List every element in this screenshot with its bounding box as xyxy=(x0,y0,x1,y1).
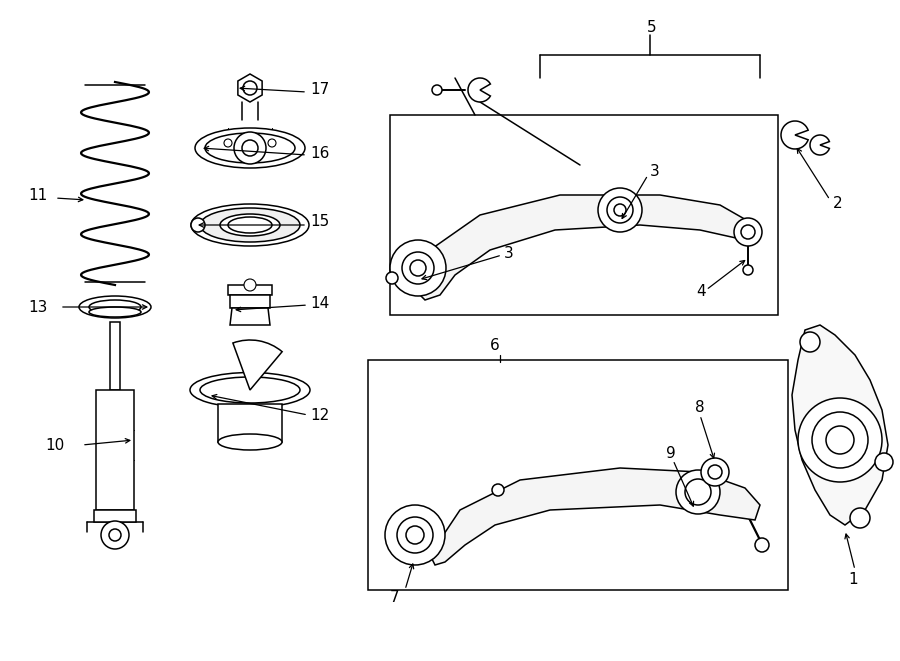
Ellipse shape xyxy=(89,300,141,314)
Text: 6: 6 xyxy=(490,338,500,352)
Circle shape xyxy=(875,453,893,471)
Text: 8: 8 xyxy=(695,401,705,416)
Bar xyxy=(368,360,788,590)
Circle shape xyxy=(798,398,882,482)
Text: 9: 9 xyxy=(666,446,676,461)
Text: 17: 17 xyxy=(310,83,329,98)
Wedge shape xyxy=(781,121,808,149)
Circle shape xyxy=(386,272,398,284)
Circle shape xyxy=(109,529,121,541)
Text: 13: 13 xyxy=(28,299,48,315)
Bar xyxy=(110,322,120,390)
Circle shape xyxy=(598,188,642,232)
Ellipse shape xyxy=(89,307,141,317)
Text: 12: 12 xyxy=(310,407,329,422)
Text: 1: 1 xyxy=(848,572,858,588)
Text: 15: 15 xyxy=(310,215,329,229)
Wedge shape xyxy=(468,78,490,102)
Circle shape xyxy=(243,81,257,95)
Wedge shape xyxy=(810,135,830,155)
Circle shape xyxy=(402,252,434,284)
Polygon shape xyxy=(410,195,755,300)
Circle shape xyxy=(244,279,256,291)
Circle shape xyxy=(850,508,870,528)
Ellipse shape xyxy=(195,128,305,168)
Polygon shape xyxy=(238,74,262,102)
Ellipse shape xyxy=(200,377,300,403)
Bar xyxy=(390,115,778,315)
Text: 2: 2 xyxy=(833,196,842,210)
Text: 3: 3 xyxy=(504,245,514,260)
Ellipse shape xyxy=(191,218,205,232)
Circle shape xyxy=(410,260,426,276)
Circle shape xyxy=(268,139,276,147)
Text: 5: 5 xyxy=(647,20,657,34)
Ellipse shape xyxy=(220,214,280,236)
Ellipse shape xyxy=(228,217,272,233)
Bar xyxy=(96,390,134,510)
Ellipse shape xyxy=(190,373,310,407)
Circle shape xyxy=(234,132,266,164)
Polygon shape xyxy=(228,285,272,295)
Circle shape xyxy=(685,479,711,505)
Circle shape xyxy=(812,412,868,468)
Polygon shape xyxy=(230,308,270,325)
Circle shape xyxy=(800,332,820,352)
Circle shape xyxy=(432,85,442,95)
Circle shape xyxy=(101,521,129,549)
Circle shape xyxy=(607,197,633,223)
Circle shape xyxy=(492,484,504,496)
Circle shape xyxy=(224,139,232,147)
Text: 10: 10 xyxy=(45,438,64,453)
Circle shape xyxy=(390,240,446,296)
Circle shape xyxy=(734,218,762,246)
Text: 7: 7 xyxy=(390,590,400,605)
Polygon shape xyxy=(230,295,270,308)
Ellipse shape xyxy=(191,204,309,246)
Circle shape xyxy=(385,505,445,565)
Ellipse shape xyxy=(218,434,282,450)
Wedge shape xyxy=(233,340,282,390)
Bar xyxy=(218,404,282,442)
Circle shape xyxy=(826,426,854,454)
Text: 4: 4 xyxy=(696,284,706,299)
Circle shape xyxy=(701,458,729,486)
Text: 3: 3 xyxy=(650,165,660,180)
Circle shape xyxy=(614,204,626,216)
Circle shape xyxy=(708,465,722,479)
Circle shape xyxy=(743,265,753,275)
Polygon shape xyxy=(430,468,760,565)
Circle shape xyxy=(406,526,424,544)
Bar xyxy=(94,510,136,522)
Circle shape xyxy=(676,470,720,514)
Text: 14: 14 xyxy=(310,295,329,311)
Polygon shape xyxy=(792,325,888,525)
Ellipse shape xyxy=(79,296,151,318)
Text: 16: 16 xyxy=(310,145,329,161)
Ellipse shape xyxy=(200,208,300,242)
Text: 11: 11 xyxy=(28,188,47,204)
Circle shape xyxy=(741,225,755,239)
Circle shape xyxy=(242,140,258,156)
Circle shape xyxy=(397,517,433,553)
Ellipse shape xyxy=(205,133,295,163)
Circle shape xyxy=(755,538,769,552)
